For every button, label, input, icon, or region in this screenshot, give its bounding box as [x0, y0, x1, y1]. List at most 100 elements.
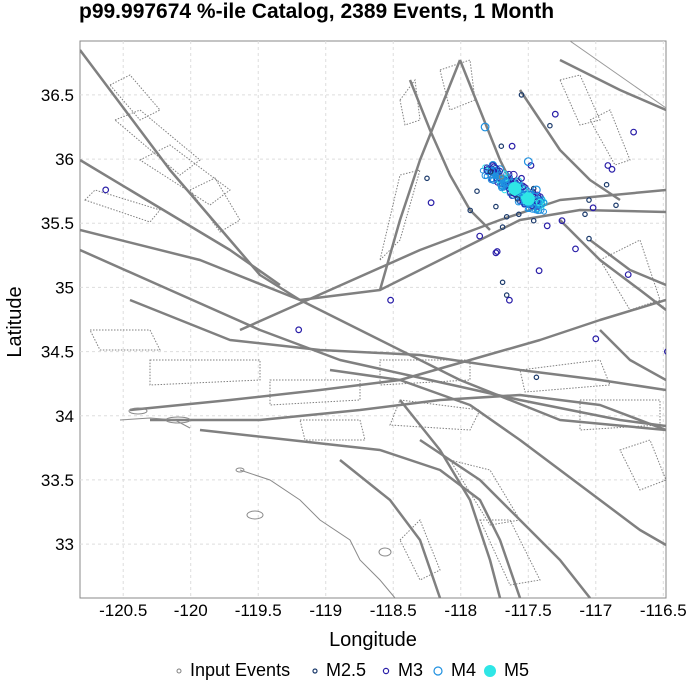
legend-m5: M5: [482, 660, 529, 681]
cluster-event: [535, 198, 544, 207]
m4-marker-icon: [433, 665, 443, 676]
m3-event: [427, 199, 435, 207]
island: [378, 547, 392, 557]
x-axis-label: Longitude: [329, 629, 417, 651]
m5-marker-icon: [484, 664, 496, 677]
cluster-event: [487, 176, 495, 184]
cluster-event: [486, 167, 496, 176]
fault-line: [80, 228, 666, 432]
cluster-event: [489, 174, 498, 183]
m3-event: [551, 110, 559, 118]
fault-zone: [379, 359, 471, 386]
y-tick-label: 35.5: [41, 214, 74, 233]
m2-5-event: [493, 203, 499, 210]
m2-5-event: [530, 185, 537, 192]
x-tick-label: -118: [444, 601, 477, 620]
fault-line: [589, 239, 666, 287]
coastline: [239, 469, 396, 598]
cluster-event: [533, 206, 542, 215]
m3-event: [608, 165, 616, 173]
legend: Input Events M2.5 M3 M4 M5: [0, 660, 700, 688]
m3-event: [102, 186, 110, 194]
cluster-event: [514, 198, 523, 206]
m2-5-event: [499, 224, 506, 230]
fault-line: [339, 459, 442, 598]
fault-zone: [109, 74, 161, 121]
x-tick-label: -117: [579, 601, 612, 620]
fault-line: [378, 59, 462, 291]
fault-line: [199, 428, 522, 598]
m3-event: [295, 326, 303, 334]
y-tick-label: 33.5: [41, 471, 74, 490]
m25-marker-icon: [312, 667, 318, 674]
y-axis-ticks: 36.5 36 35.5 35 34.5 34 33.5 33: [41, 86, 74, 554]
m2-5-event: [503, 214, 510, 220]
cluster-event: [536, 197, 545, 206]
m2-5-event: [467, 207, 474, 214]
m3-event: [506, 296, 513, 304]
m2-5-event: [586, 235, 592, 242]
y-tick-label: 33: [55, 535, 74, 554]
fault-zone: [439, 59, 476, 111]
y-tick-label: 36: [55, 150, 74, 169]
fault-zone: [579, 399, 661, 431]
island: [246, 510, 264, 520]
m4-event: [523, 157, 533, 167]
y-tick-label: 35: [55, 278, 74, 297]
m2-5-event: [603, 181, 610, 188]
island: [165, 416, 191, 424]
legend-label: Input Events: [190, 660, 291, 680]
m3-event: [664, 348, 666, 355]
fault-line: [80, 158, 281, 287]
m3-event: [493, 248, 501, 255]
border-line: [569, 41, 666, 109]
plot-area: [79, 40, 667, 599]
m3-event: [572, 245, 579, 253]
m2-5-event: [582, 211, 588, 218]
legend-label: M3: [398, 660, 424, 680]
earthquake-markers: [102, 92, 666, 381]
m3-event: [508, 142, 516, 150]
m2-5-event: [530, 217, 537, 224]
m2-5-event: [586, 197, 592, 203]
fault-line: [129, 298, 666, 412]
cluster-event: [540, 199, 548, 207]
chart-title: p99.997674 %-ile Catalog, 2389 Events, 1…: [0, 0, 700, 30]
cluster-event: [495, 167, 503, 175]
m2-5-event: [613, 202, 619, 209]
x-tick-label: -119.5: [235, 601, 282, 620]
fault-zone: [149, 359, 261, 386]
m3-event: [476, 232, 484, 240]
fault-zone: [269, 379, 361, 406]
fault-zone: [479, 519, 541, 586]
m3-event: [604, 162, 612, 169]
fault-zone: [559, 74, 601, 126]
cluster-event: [505, 170, 513, 178]
legend-m4: M4: [431, 660, 476, 681]
y-tick-label: 36.5: [41, 86, 74, 105]
legend-label: M2.5: [326, 660, 367, 680]
fault-zone: [299, 419, 366, 441]
cluster-event: [492, 173, 498, 179]
fault-zone: [399, 519, 441, 581]
fault-line: [80, 248, 666, 428]
m3-marker-icon: [382, 667, 390, 674]
fault-zone: [589, 109, 631, 166]
m2-5-event: [499, 279, 506, 286]
m2-5-event: [498, 143, 505, 150]
legend-m25: M2.5: [310, 660, 366, 681]
x-tick-label: -116.5: [640, 601, 687, 620]
y-axis-label: Latitude: [4, 286, 26, 357]
coastline: [119, 417, 191, 429]
m2-5-event: [424, 175, 430, 182]
m3-event: [535, 267, 543, 275]
chart-title-text: p99.997674 %-ile Catalog, 2389 Events, 1…: [79, 0, 555, 23]
fault-zone: [114, 109, 201, 176]
m3-event: [518, 174, 525, 182]
fault-line: [329, 368, 666, 547]
fault-line: [80, 49, 301, 302]
x-tick-label: -120: [174, 601, 208, 620]
legend-label: M4: [451, 660, 477, 680]
fault-line: [129, 298, 666, 392]
fault-zone: [89, 329, 161, 351]
